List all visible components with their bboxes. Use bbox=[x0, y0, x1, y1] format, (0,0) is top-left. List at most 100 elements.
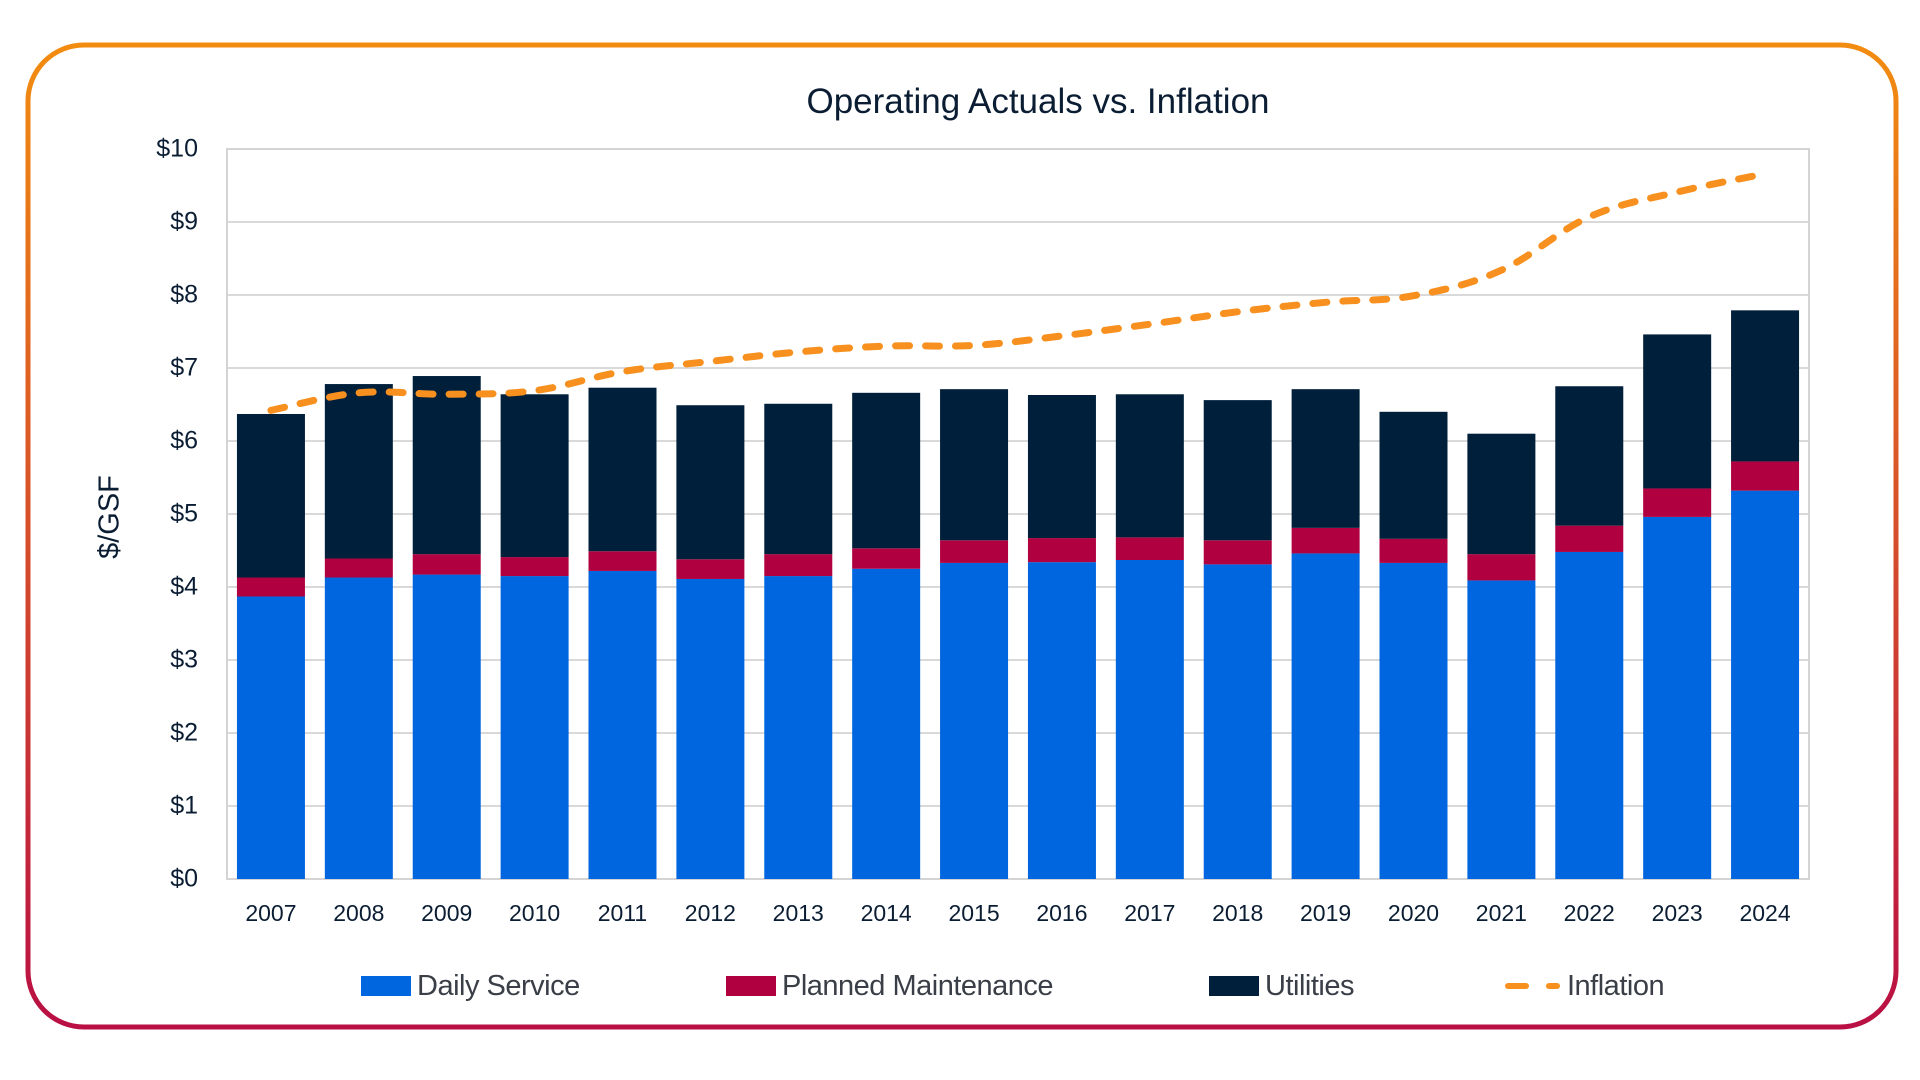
bar-segment-daily-service bbox=[1467, 580, 1536, 879]
x-tick-label: 2009 bbox=[421, 900, 473, 926]
bar-segment-planned-maintenance bbox=[324, 558, 393, 578]
y-tick-label: $8 bbox=[170, 280, 198, 309]
bar-segment-planned-maintenance bbox=[1555, 525, 1624, 552]
legend-label-utilities: Utilities bbox=[1265, 969, 1354, 1002]
bar-segment-daily-service bbox=[1115, 559, 1184, 879]
x-tick-label: 2011 bbox=[597, 900, 648, 926]
bar-segment-planned-maintenance bbox=[236, 577, 305, 597]
x-tick-label: 2020 bbox=[1387, 900, 1440, 926]
bar-segment-planned-maintenance bbox=[412, 554, 481, 575]
bar-segment-utilities bbox=[324, 384, 393, 559]
legend-item-planned-maintenance: Planned Maintenance bbox=[726, 966, 1054, 1006]
y-tick-label: $2 bbox=[170, 718, 198, 747]
y-tick-label: $5 bbox=[170, 499, 198, 528]
bar-segment-utilities bbox=[1115, 394, 1184, 538]
legend-swatch-utilities bbox=[1209, 976, 1259, 996]
bar-segment-utilities bbox=[1643, 334, 1712, 489]
bar-segment-utilities bbox=[1027, 395, 1096, 539]
bar-segment-planned-maintenance bbox=[1731, 461, 1800, 491]
bar-segment-planned-maintenance bbox=[852, 548, 921, 569]
bar-segment-utilities bbox=[1555, 386, 1624, 526]
bar-segment-daily-service bbox=[412, 574, 481, 879]
bar-segment-daily-service bbox=[324, 577, 393, 879]
bar-segment-daily-service bbox=[1027, 562, 1096, 879]
x-tick-label: 2024 bbox=[1739, 900, 1791, 926]
bar-segment-daily-service bbox=[1291, 553, 1360, 879]
legend-swatch-planned-maintenance bbox=[726, 976, 776, 996]
y-tick-label: $3 bbox=[170, 645, 198, 674]
bar-segment-planned-maintenance bbox=[1291, 527, 1360, 554]
bar-segment-planned-maintenance bbox=[1643, 488, 1712, 517]
bar-segment-daily-service bbox=[1379, 562, 1448, 879]
legend-label-daily-service: Daily Service bbox=[417, 969, 580, 1002]
legend-label-inflation: Inflation bbox=[1567, 969, 1665, 1002]
bar-segment-utilities bbox=[1203, 400, 1272, 541]
x-tick-label: 2013 bbox=[772, 900, 824, 926]
legend: Daily Service Planned Maintenance Utilit… bbox=[0, 966, 1920, 1006]
bar-segment-planned-maintenance bbox=[1027, 538, 1096, 563]
x-tick-label: 2017 bbox=[1124, 900, 1176, 926]
x-tick-label: 2014 bbox=[860, 900, 912, 926]
bar-segment-utilities bbox=[588, 387, 657, 552]
chart-title: Operating Actuals vs. Inflation bbox=[806, 82, 1270, 121]
bar-segment-planned-maintenance bbox=[1467, 554, 1536, 581]
bar-segment-daily-service bbox=[764, 576, 833, 879]
bar-segment-daily-service bbox=[236, 596, 305, 879]
bar-segment-daily-service bbox=[940, 562, 1009, 879]
bar-segment-utilities bbox=[236, 413, 305, 578]
x-tick-label: 2022 bbox=[1563, 900, 1615, 926]
bar-segment-utilities bbox=[1291, 389, 1360, 528]
bar-segment-utilities bbox=[1731, 310, 1800, 462]
x-tick-label: 2007 bbox=[245, 900, 297, 926]
legend-item-daily-service: Daily Service bbox=[361, 966, 580, 1006]
inflation-line bbox=[267, 170, 1769, 414]
bar-segment-planned-maintenance bbox=[764, 554, 833, 577]
x-tick-label: 2021 bbox=[1475, 900, 1527, 926]
bar-segment-planned-maintenance bbox=[588, 551, 657, 571]
x-tick-label: 2010 bbox=[509, 900, 561, 926]
y-tick-label: $9 bbox=[170, 207, 198, 236]
plot-area-border bbox=[226, 148, 1810, 880]
y-tick-label: $0 bbox=[170, 864, 198, 893]
bar-segment-daily-service bbox=[500, 576, 569, 879]
bars-layer bbox=[236, 310, 1800, 879]
bar-segment-utilities bbox=[852, 392, 921, 549]
bar-segment-daily-service bbox=[1643, 516, 1712, 879]
bar-segment-planned-maintenance bbox=[1203, 540, 1272, 565]
bar-segment-planned-maintenance bbox=[1115, 537, 1184, 560]
x-tick-label: 2019 bbox=[1300, 900, 1352, 926]
bar-segment-planned-maintenance bbox=[676, 559, 745, 579]
y-tick-label: $1 bbox=[170, 791, 198, 820]
legend-item-utilities: Utilities bbox=[1209, 966, 1354, 1006]
x-tick-label: 2018 bbox=[1212, 900, 1264, 926]
bar-segment-daily-service bbox=[1203, 564, 1272, 879]
bar-segment-utilities bbox=[1467, 433, 1536, 555]
x-tick-label: 2008 bbox=[333, 900, 385, 926]
bar-segment-utilities bbox=[764, 403, 833, 555]
bar-segment-daily-service bbox=[1555, 551, 1624, 879]
bar-segment-utilities bbox=[500, 394, 569, 558]
x-tick-label: 2012 bbox=[684, 900, 736, 926]
bar-segment-utilities bbox=[676, 405, 745, 560]
y-tick-label: $4 bbox=[170, 572, 198, 601]
bar-segment-utilities bbox=[940, 389, 1009, 541]
y-tick-label: $6 bbox=[170, 426, 198, 455]
bar-segment-daily-service bbox=[852, 568, 921, 879]
x-tick-label: 2023 bbox=[1651, 900, 1703, 926]
bar-segment-daily-service bbox=[676, 578, 745, 879]
legend-swatch-daily-service bbox=[361, 976, 411, 996]
bar-segment-planned-maintenance bbox=[500, 557, 569, 577]
x-tick-label: 2015 bbox=[948, 900, 1000, 926]
bar-segment-planned-maintenance bbox=[940, 540, 1009, 563]
bar-segment-planned-maintenance bbox=[1379, 538, 1448, 563]
legend-label-planned-maintenance: Planned Maintenance bbox=[782, 969, 1054, 1002]
bar-segment-daily-service bbox=[588, 570, 657, 879]
bar-segment-utilities bbox=[1379, 411, 1448, 539]
bar-segment-utilities bbox=[412, 376, 481, 555]
legend-item-inflation: Inflation bbox=[1505, 966, 1665, 1006]
x-tick-label: 2016 bbox=[1036, 900, 1088, 926]
y-tick-label: $7 bbox=[170, 353, 198, 382]
bar-segment-daily-service bbox=[1731, 490, 1800, 879]
legend-swatch-inflation-dashed-line bbox=[1505, 976, 1563, 996]
